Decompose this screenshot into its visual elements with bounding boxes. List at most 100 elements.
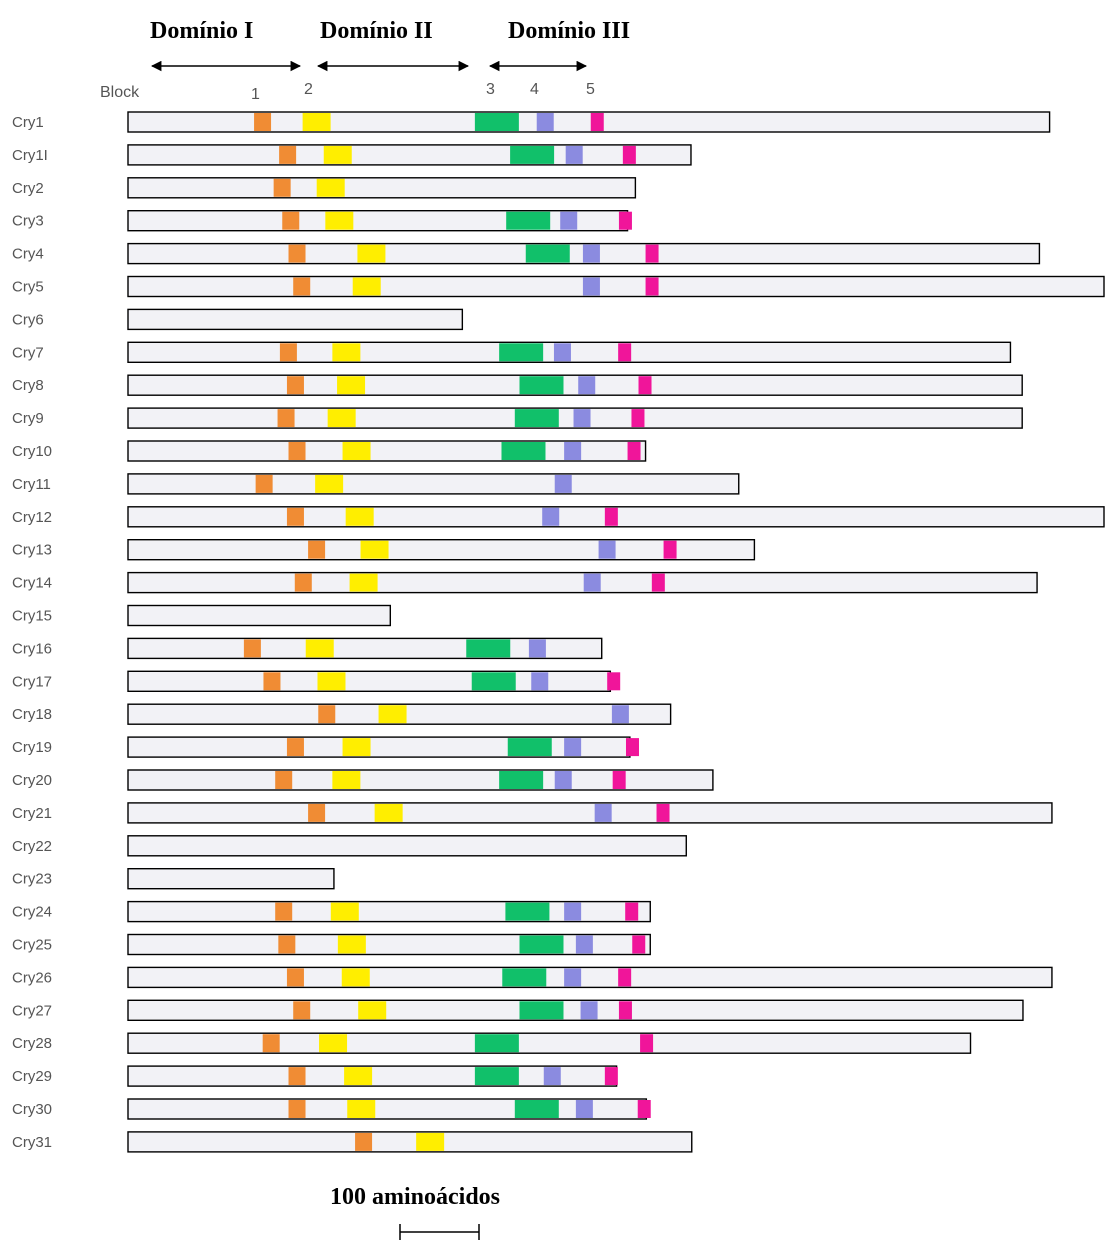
block-2-cry30 (347, 1100, 376, 1118)
block-1-cry3 (282, 211, 300, 230)
block-5-cry7 (618, 343, 632, 362)
protein-label-cry19: Cry19 (12, 739, 52, 756)
protein-label-cry4: Cry4 (12, 246, 44, 263)
protein-bar-cry31 (127, 1131, 693, 1153)
protein-bar-cry3 (127, 209, 629, 232)
block-4-cry5 (582, 277, 600, 296)
block-4-cry4 (582, 244, 600, 263)
block-2-cry28 (319, 1034, 348, 1053)
block-4-cry21 (594, 803, 612, 822)
block-4-cry1 (536, 113, 554, 131)
protein-label-cry16: Cry16 (12, 640, 52, 657)
protein-label-cry26: Cry26 (12, 969, 52, 986)
block-5-cry26 (618, 968, 632, 987)
protein-bar-cry2 (127, 177, 637, 199)
scale-bar-label: 100 aminoácidos (330, 1184, 500, 1210)
block-number-1: 1 (251, 86, 260, 103)
block-1-cry20 (275, 771, 293, 789)
block-5-cry13 (663, 540, 677, 559)
block-3-cry9 (514, 409, 559, 428)
block-4-cry25 (575, 935, 593, 954)
block-1-cry24 (275, 902, 293, 921)
block-5-cry20 (612, 771, 626, 789)
protein-bar-cry27 (127, 999, 1024, 1021)
protein-bar-cry19 (127, 736, 631, 758)
block-4-cry24 (564, 902, 582, 921)
protein-rows: Cry1 Cry1I Cry2 Cry3 Cry4 Cry5 Cry6 Cry7 Cry8 Cry… (12, 111, 1105, 1153)
protein-bar-cry1i (127, 144, 692, 166)
block-2-cry31 (416, 1132, 445, 1151)
block-2-cry7 (332, 343, 361, 362)
protein-label-cry20: Cry20 (12, 772, 52, 789)
block-1-cry8 (286, 376, 304, 395)
protein-label-cry1i: Cry1I (12, 147, 48, 164)
protein-label-cry13: Cry13 (12, 542, 52, 559)
block-5-cry28 (640, 1034, 654, 1053)
block-2-cry8 (337, 376, 366, 395)
block-5-cry27 (618, 1001, 632, 1020)
block-5-cry14 (651, 573, 665, 592)
block-5-cry3 (618, 211, 632, 230)
block-1-cry7 (279, 343, 297, 362)
block-1-cry10 (288, 442, 306, 460)
block-3-cry8 (519, 376, 564, 395)
block-4-cry17 (531, 672, 549, 691)
block-3-cry4 (525, 244, 570, 263)
block-3-cry17 (471, 672, 516, 691)
block-2-cry16 (305, 639, 334, 658)
protein-bar-cry6 (127, 308, 464, 331)
block-2-cry26 (341, 968, 370, 987)
block-1-cry28 (262, 1034, 280, 1053)
block-4-cry10 (564, 442, 582, 460)
protein-label-cry14: Cry14 (12, 575, 52, 592)
domain-title-3: Domínio III (508, 18, 630, 44)
block-1-cry4 (288, 244, 306, 263)
block-1-cry17 (263, 672, 281, 691)
protein-label-cry30: Cry30 (12, 1101, 52, 1118)
protein-label-cry17: Cry17 (12, 673, 52, 690)
block-1-cry1i (279, 145, 297, 164)
block-2-cry5 (352, 277, 381, 296)
protein-label-cry28: Cry28 (12, 1035, 52, 1052)
protein-label-cry10: Cry10 (12, 443, 52, 460)
block-5-cry12 (604, 507, 618, 526)
block-1-cry27 (293, 1001, 311, 1020)
block-1-cry19 (286, 738, 304, 757)
block-4-cry27 (580, 1001, 598, 1020)
block-4-cry29 (543, 1067, 561, 1086)
block-5-cry9 (631, 409, 645, 428)
protein-label-cry21: Cry21 (12, 805, 52, 822)
block-3-cry26 (502, 968, 547, 987)
block-4-cry16 (528, 639, 546, 658)
block-2-cry10 (342, 442, 371, 460)
block-number-2: 2 (304, 81, 313, 98)
block-3-cry19 (507, 738, 552, 757)
protein-label-cry23: Cry23 (12, 871, 52, 888)
block-5-cry1 (590, 113, 604, 131)
protein-label-cry12: Cry12 (12, 509, 52, 526)
block-4-cry7 (553, 343, 571, 362)
block-1-cry12 (286, 507, 304, 526)
block-2-cry27 (358, 1001, 387, 1020)
protein-bar-cry15 (127, 604, 392, 627)
protein-label-cry27: Cry27 (12, 1002, 52, 1019)
block-4-cry11 (554, 474, 572, 493)
block-3-cry27 (519, 1001, 564, 1020)
block-3-cry30 (514, 1100, 559, 1118)
block-header: Block (100, 84, 140, 101)
protein-bar-cry26 (127, 966, 1053, 989)
protein-label-cry6: Cry6 (12, 311, 44, 328)
protein-bar-cry23 (127, 868, 335, 890)
block-1-cry5 (293, 277, 311, 296)
block-2-cry13 (360, 540, 389, 559)
block-3-cry3 (506, 211, 551, 230)
block-3-cry1 (474, 113, 519, 131)
block-1-cry21 (308, 803, 326, 822)
block-1-cry25 (278, 935, 296, 954)
block-2-cry24 (330, 902, 359, 921)
block-5-cry10 (627, 442, 641, 460)
protein-bar-cry5 (127, 275, 1105, 298)
protein-bar-cry29 (127, 1065, 618, 1087)
block-5-cry25 (632, 935, 646, 954)
